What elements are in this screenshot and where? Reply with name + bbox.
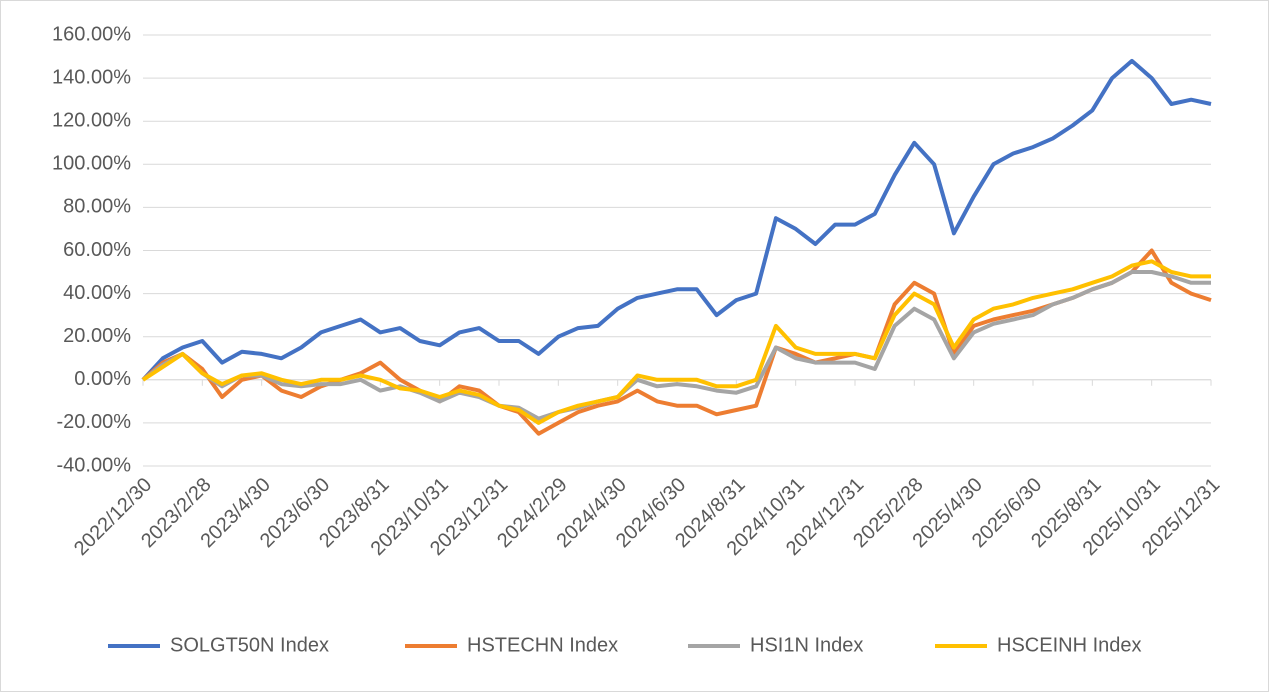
y-tick-label: 100.00% — [52, 153, 131, 175]
y-tick-label: 40.00% — [63, 282, 131, 304]
y-tick-label: 160.00% — [52, 23, 131, 45]
legend-label: SOLGT50N Index — [170, 634, 329, 656]
series-line — [141, 58, 1212, 382]
y-tick-label: 140.00% — [52, 66, 131, 88]
series-line — [141, 248, 1212, 436]
legend-label: HSCEINH Index — [997, 634, 1142, 656]
series-line — [141, 270, 1211, 421]
legend-label: HSI1N Index — [750, 634, 863, 656]
y-tick-label: 60.00% — [63, 239, 131, 261]
series-line — [141, 259, 1211, 425]
y-tick-label: 80.00% — [63, 196, 131, 218]
y-tick-label: 20.00% — [63, 325, 131, 347]
y-tick-label: -20.00% — [57, 411, 132, 433]
y-tick-label: 0.00% — [74, 368, 131, 390]
y-tick-label: 120.00% — [52, 109, 131, 131]
legend-label: HSTECHN Index — [467, 634, 618, 656]
y-tick-label: -40.00% — [57, 454, 132, 476]
